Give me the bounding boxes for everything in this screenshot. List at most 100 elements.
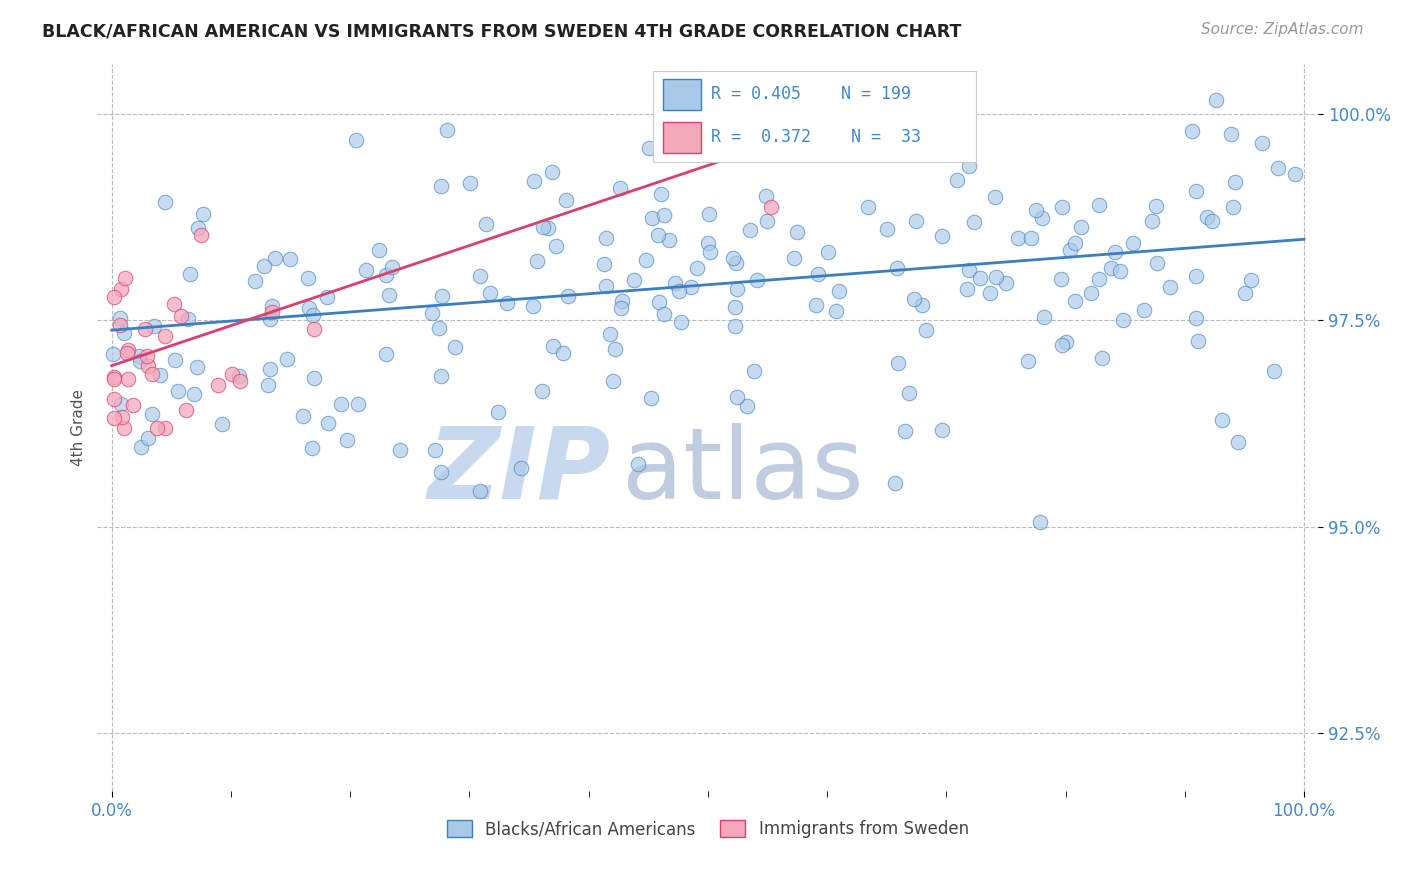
Point — [1144, 199, 1167, 213]
Point — [262, 300, 284, 314]
Point — [551, 346, 574, 360]
Point — [346, 396, 368, 410]
Point — [316, 416, 339, 430]
Point — [110, 282, 132, 296]
Point — [134, 322, 156, 336]
Point — [1195, 210, 1218, 224]
Text: ZIP: ZIP — [427, 423, 610, 520]
Point — [1201, 214, 1223, 228]
Point — [344, 132, 367, 146]
Point — [725, 390, 748, 404]
Point — [530, 384, 553, 398]
Point — [488, 405, 510, 419]
Point — [475, 217, 498, 231]
Point — [696, 236, 718, 251]
Point — [138, 359, 160, 374]
Point — [957, 160, 980, 174]
Point — [432, 289, 454, 303]
Point — [129, 354, 152, 368]
Point — [263, 251, 285, 265]
Point — [648, 294, 671, 309]
Point — [211, 417, 233, 431]
Point — [610, 301, 633, 316]
Point — [957, 262, 980, 277]
Point — [856, 200, 879, 214]
Point — [1108, 264, 1130, 278]
Point — [984, 190, 1007, 204]
Point — [430, 465, 453, 479]
Point — [430, 178, 453, 193]
Point — [143, 318, 166, 333]
Point — [302, 322, 325, 336]
Point — [112, 420, 135, 434]
Point — [153, 194, 176, 209]
Point — [1099, 260, 1122, 275]
Point — [1063, 235, 1085, 250]
Point — [291, 409, 314, 423]
Point — [253, 260, 276, 274]
Point — [724, 256, 747, 270]
Point — [1064, 293, 1087, 308]
Point — [593, 257, 616, 271]
Point — [1222, 200, 1244, 214]
Point — [647, 227, 669, 242]
Point — [131, 440, 153, 454]
Point — [738, 223, 761, 237]
Text: atlas: atlas — [623, 423, 863, 520]
Point — [117, 343, 139, 358]
Point — [931, 228, 953, 243]
Point — [610, 294, 633, 309]
Point — [995, 276, 1018, 290]
Point — [1140, 214, 1163, 228]
Point — [186, 359, 208, 374]
Point — [786, 225, 808, 239]
Point — [979, 285, 1001, 300]
Point — [115, 346, 138, 360]
Point — [388, 443, 411, 458]
Point — [110, 397, 132, 411]
Point — [1184, 184, 1206, 198]
Point — [537, 221, 560, 235]
Point — [117, 372, 139, 386]
Point — [141, 368, 163, 382]
Point — [278, 252, 301, 266]
Point — [166, 384, 188, 398]
Point — [468, 268, 491, 283]
Point — [1211, 413, 1233, 427]
Point — [1080, 285, 1102, 300]
Point — [1263, 364, 1285, 378]
Point — [652, 307, 675, 321]
Point — [122, 398, 145, 412]
Point — [103, 411, 125, 425]
Point — [259, 312, 281, 326]
Point — [1007, 231, 1029, 245]
Point — [174, 402, 197, 417]
Point — [103, 347, 125, 361]
Point — [153, 329, 176, 343]
Point — [495, 296, 517, 310]
Point — [526, 254, 548, 268]
Point — [1025, 203, 1047, 218]
Point — [375, 346, 398, 360]
Point — [522, 299, 544, 313]
Point — [259, 362, 281, 376]
Point — [1187, 334, 1209, 349]
Point — [375, 268, 398, 282]
Text: Source: ZipAtlas.com: Source: ZipAtlas.com — [1201, 22, 1364, 37]
Point — [1227, 435, 1250, 450]
Point — [876, 221, 898, 235]
Point — [354, 262, 377, 277]
Point — [905, 214, 928, 228]
Point — [963, 214, 986, 228]
Point — [136, 349, 159, 363]
Point — [910, 298, 932, 312]
Point — [686, 260, 709, 275]
Point — [114, 271, 136, 285]
Point — [640, 211, 662, 226]
Point — [302, 309, 325, 323]
Point — [724, 300, 747, 314]
Point — [886, 356, 908, 370]
Point — [817, 245, 839, 260]
Point — [336, 434, 359, 448]
Point — [742, 364, 765, 378]
